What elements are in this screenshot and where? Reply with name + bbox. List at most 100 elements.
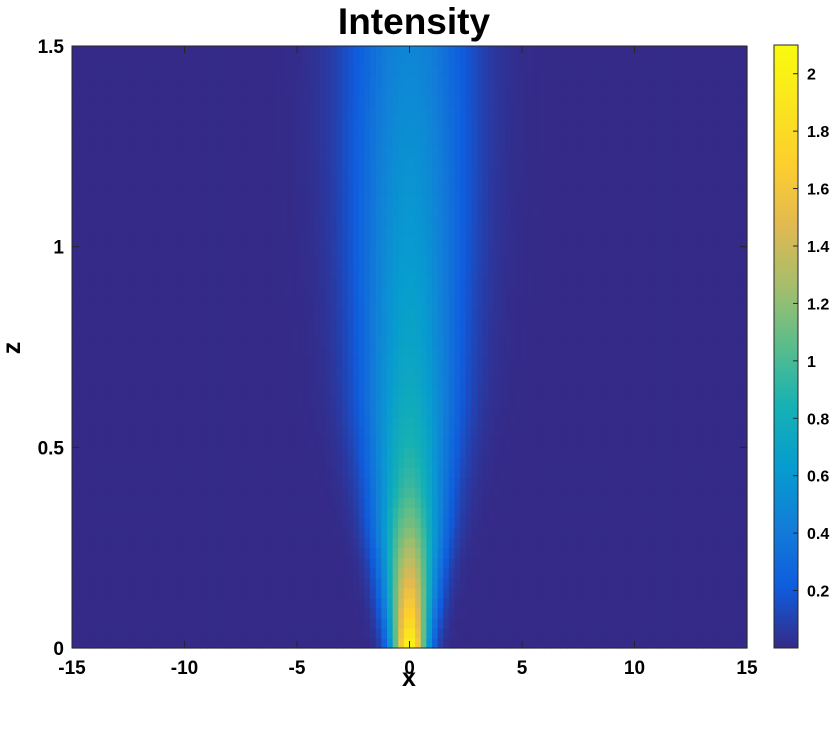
heatmap-cell bbox=[403, 447, 411, 458]
heatmap-cell bbox=[668, 357, 675, 368]
heatmap-cell bbox=[572, 447, 579, 458]
heatmap-cell bbox=[499, 607, 506, 619]
heatmap-cell bbox=[527, 637, 534, 649]
heatmap-cell bbox=[370, 447, 377, 458]
heatmap-cell bbox=[465, 587, 472, 599]
heatmap-cell bbox=[707, 637, 714, 649]
heatmap-cell bbox=[358, 517, 366, 529]
heatmap-cell bbox=[223, 286, 231, 298]
heatmap-cell bbox=[268, 547, 276, 559]
heatmap-cell bbox=[218, 457, 225, 468]
heatmap-cell bbox=[173, 537, 180, 549]
heatmap-cell bbox=[510, 617, 517, 629]
heatmap-cell bbox=[111, 266, 118, 278]
heatmap-cell bbox=[718, 276, 726, 288]
heatmap-cell bbox=[724, 577, 731, 589]
heatmap-cell bbox=[623, 347, 630, 358]
heatmap-cell bbox=[223, 497, 231, 509]
heatmap-cell bbox=[589, 607, 596, 619]
heatmap-cell bbox=[235, 377, 242, 388]
heatmap-cell bbox=[538, 417, 546, 428]
heatmap-cell bbox=[634, 517, 641, 529]
heatmap-cell bbox=[184, 286, 191, 298]
heatmap-cell bbox=[308, 587, 315, 599]
heatmap-cell bbox=[707, 316, 714, 328]
heatmap-cell bbox=[111, 306, 118, 318]
heatmap-cell bbox=[364, 447, 371, 458]
heatmap-cell bbox=[448, 567, 456, 579]
heatmap-cell bbox=[460, 367, 467, 378]
heatmap-cell bbox=[133, 236, 141, 248]
heatmap-cell bbox=[336, 407, 343, 418]
heatmap-cell bbox=[133, 617, 141, 629]
heatmap-cell bbox=[77, 567, 84, 579]
heatmap-cell bbox=[105, 316, 112, 328]
heatmap-cell bbox=[184, 336, 191, 348]
heatmap-cell bbox=[460, 547, 467, 559]
heatmap-cell bbox=[246, 357, 253, 368]
heatmap-cell bbox=[105, 467, 112, 479]
heatmap-cell bbox=[358, 236, 366, 248]
heatmap-cell bbox=[342, 627, 349, 639]
heatmap-cell bbox=[550, 607, 557, 619]
heatmap-cell bbox=[195, 437, 202, 448]
heatmap-cell bbox=[690, 607, 697, 619]
heatmap-cell bbox=[432, 316, 439, 328]
heatmap-cell bbox=[387, 587, 394, 599]
heatmap-cell bbox=[207, 417, 214, 428]
heatmap-cell bbox=[482, 447, 489, 458]
heatmap-cell bbox=[505, 567, 512, 579]
heatmap-cell bbox=[246, 387, 253, 398]
heatmap-cell bbox=[471, 256, 478, 268]
heatmap-cell bbox=[606, 296, 613, 308]
heatmap-cell bbox=[685, 397, 692, 408]
heatmap-cell bbox=[510, 577, 517, 589]
heatmap-cell bbox=[291, 637, 298, 649]
heatmap-cell bbox=[685, 407, 692, 418]
heatmap-cell bbox=[133, 467, 141, 479]
heatmap-cell bbox=[702, 517, 709, 529]
heatmap-cell bbox=[741, 397, 748, 408]
heatmap-cell bbox=[657, 477, 664, 489]
heatmap-cell bbox=[488, 537, 495, 549]
heatmap-cell bbox=[735, 276, 742, 288]
heatmap-cell bbox=[679, 457, 686, 468]
heatmap-cell bbox=[302, 507, 309, 519]
heatmap-cell bbox=[257, 537, 264, 549]
heatmap-cell bbox=[117, 397, 124, 408]
heatmap-cell bbox=[533, 387, 540, 398]
heatmap-cell bbox=[572, 567, 579, 579]
heatmap-cell bbox=[398, 286, 405, 298]
heatmap-cell bbox=[544, 617, 551, 629]
heatmap-cell bbox=[510, 517, 517, 529]
heatmap-cell bbox=[252, 357, 259, 368]
heatmap-cell bbox=[252, 627, 259, 639]
heatmap-cell bbox=[420, 226, 427, 238]
heatmap-cell bbox=[268, 286, 276, 298]
heatmap-cell bbox=[595, 316, 602, 328]
heatmap-cell bbox=[533, 347, 540, 358]
heatmap-cell bbox=[522, 316, 529, 328]
heatmap-cell bbox=[713, 567, 720, 579]
heatmap-cell bbox=[207, 607, 214, 619]
heatmap-cell bbox=[634, 357, 641, 368]
heatmap-cell bbox=[713, 387, 720, 398]
heatmap-cell bbox=[280, 427, 287, 438]
heatmap-cell bbox=[550, 236, 557, 248]
heatmap-cell bbox=[510, 437, 517, 448]
heatmap-cell bbox=[499, 437, 506, 448]
heatmap-cell bbox=[685, 367, 692, 378]
heatmap-cell bbox=[493, 357, 501, 368]
heatmap-cell bbox=[696, 477, 703, 489]
heatmap-cell bbox=[240, 357, 247, 368]
heatmap-cell bbox=[263, 397, 270, 408]
heatmap-cell bbox=[690, 357, 697, 368]
heatmap-cell bbox=[392, 347, 399, 358]
heatmap-cell bbox=[505, 347, 512, 358]
heatmap-cell bbox=[325, 367, 332, 378]
heatmap-cell bbox=[94, 306, 101, 318]
heatmap-cell bbox=[398, 296, 405, 308]
heatmap-cell bbox=[88, 347, 96, 358]
heatmap-cell bbox=[673, 347, 681, 358]
heatmap-cell bbox=[420, 377, 427, 388]
